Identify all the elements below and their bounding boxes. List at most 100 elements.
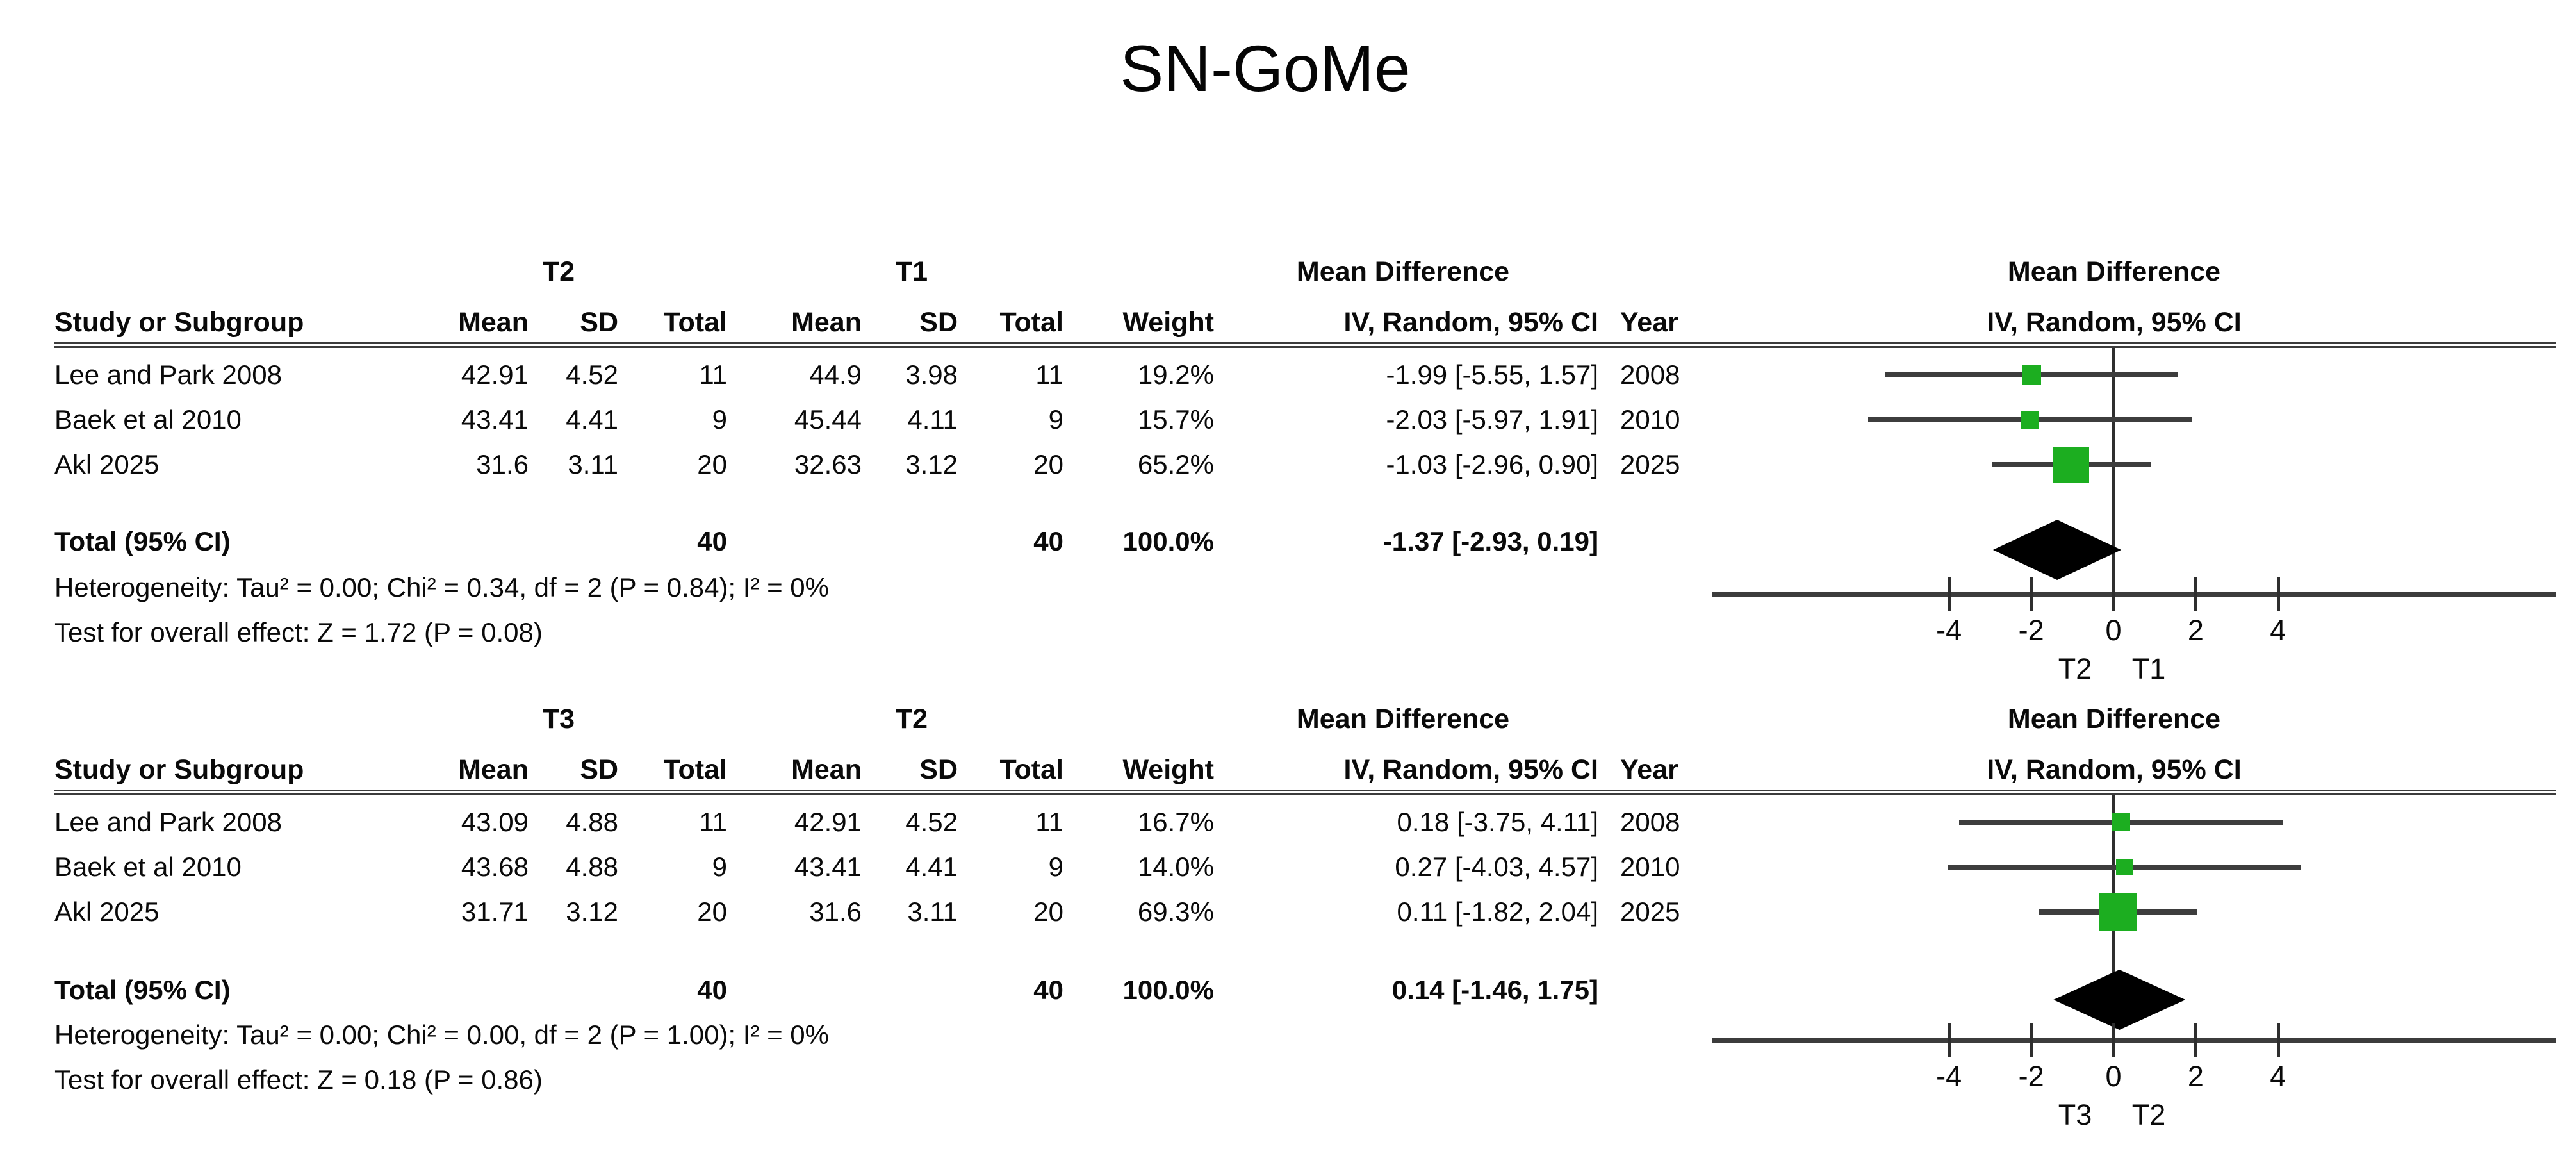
total2: 9 xyxy=(1048,852,1063,882)
mean1: 43.09 xyxy=(461,807,529,837)
col-sd: SD xyxy=(919,754,958,785)
mean2: 45.44 xyxy=(794,404,862,435)
year: 2008 xyxy=(1620,807,1680,837)
study-row: Akl 2025 31.6 3.11 20 32.63 3.12 20 65.2… xyxy=(54,449,1694,481)
axis-tick-label: -2 xyxy=(2018,614,2044,647)
year: 2025 xyxy=(1620,897,1680,927)
mean2: 31.6 xyxy=(809,897,862,927)
total-ci-text: -1.37 [-2.93, 0.19] xyxy=(1382,526,1598,556)
col-mean: Mean xyxy=(458,307,529,338)
total-weight: 100.0% xyxy=(1122,975,1214,1005)
header-rule xyxy=(54,342,2556,348)
table-effect-header: Mean Difference xyxy=(1296,704,1510,734)
ci-text: -1.99 [-5.55, 1.57] xyxy=(1386,360,1598,390)
col-study: Study or Subgroup xyxy=(54,754,304,785)
mean1: 31.6 xyxy=(476,449,529,479)
comparison-label-right: T1 xyxy=(2131,652,2166,685)
ci-line xyxy=(2039,909,2197,915)
weight: 15.7% xyxy=(1137,404,1214,435)
axis-tick xyxy=(2112,1023,2115,1057)
mean1: 31.71 xyxy=(461,897,529,927)
col-ci: IV, Random, 95% CI xyxy=(1343,754,1598,785)
sd1: 3.12 xyxy=(566,897,618,927)
sd1: 4.52 xyxy=(566,360,618,390)
study-row: Akl 2025 31.71 3.12 20 31.6 3.11 20 69.3… xyxy=(54,896,1694,928)
overall-effect-text: Test for overall effect: Z = 0.18 (P = 0… xyxy=(54,1064,543,1095)
plot-effect-header: Mean Difference xyxy=(2007,256,2221,287)
sd1: 3.11 xyxy=(568,449,618,479)
total-n1: 40 xyxy=(697,526,727,556)
col-weight: Weight xyxy=(1122,307,1214,338)
mean2: 32.63 xyxy=(794,449,862,479)
sd2: 4.11 xyxy=(907,404,958,435)
total-n2: 40 xyxy=(1033,975,1063,1005)
col-mean: Mean xyxy=(458,754,529,785)
heterogeneity-text: Heterogeneity: Tau² = 0.00; Chi² = 0.34,… xyxy=(54,572,829,602)
figure-title: SN-GoMe xyxy=(1120,32,1411,105)
axis-tick-label: 4 xyxy=(2270,1060,2286,1093)
zero-line xyxy=(2112,348,2115,596)
total-ci-text: 0.14 [-1.46, 1.75] xyxy=(1391,975,1598,1005)
column-header-row: Study or Subgroup Mean SD Total Mean SD … xyxy=(54,754,1694,786)
effect-square xyxy=(2021,411,2039,429)
total2: 20 xyxy=(1033,449,1063,479)
axis-tick xyxy=(2276,1023,2280,1057)
axis-tick xyxy=(2112,577,2115,611)
axis-tick xyxy=(1948,577,1951,611)
year: 2025 xyxy=(1620,449,1680,479)
sd1: 4.41 xyxy=(566,404,618,435)
axis-tick-label: -2 xyxy=(2018,1060,2044,1093)
col-weight: Weight xyxy=(1122,754,1214,785)
column-header-row: Study or Subgroup Mean SD Total Mean SD … xyxy=(54,306,1694,338)
col-mean: Mean xyxy=(791,754,862,785)
total1: 9 xyxy=(712,404,727,435)
total-label: Total (95% CI) xyxy=(54,526,231,556)
sd1: 4.88 xyxy=(566,852,618,882)
study-name: Lee and Park 2008 xyxy=(54,360,282,390)
overall-effect-text: Test for overall effect: Z = 1.72 (P = 0… xyxy=(54,617,543,647)
total-n2: 40 xyxy=(1033,526,1063,556)
year: 2008 xyxy=(1620,360,1680,390)
axis-tick-label: 2 xyxy=(2187,1060,2204,1093)
ci-text: 0.18 [-3.75, 4.11] xyxy=(1397,807,1598,837)
plot-effect-subheader: IV, Random, 95% CI xyxy=(1987,754,2242,785)
axis-tick-label: 2 xyxy=(2187,614,2204,647)
weight: 65.2% xyxy=(1137,449,1214,479)
zero-line xyxy=(2112,795,2115,1042)
total1: 9 xyxy=(712,852,727,882)
weight: 69.3% xyxy=(1137,897,1214,927)
axis-line xyxy=(1712,592,2556,597)
axis-tick-label: -4 xyxy=(1936,614,1962,647)
total1: 11 xyxy=(699,807,727,837)
col-total: Total xyxy=(999,307,1063,338)
effect-square xyxy=(2022,365,2042,385)
study-name: Akl 2025 xyxy=(54,897,160,927)
total-label: Total (95% CI) xyxy=(54,975,231,1005)
mean1: 43.68 xyxy=(461,852,529,882)
total2: 20 xyxy=(1033,897,1063,927)
col-study: Study or Subgroup xyxy=(54,307,304,338)
col-total: Total xyxy=(663,754,727,785)
ci-line xyxy=(1948,865,2302,870)
col-year: Year xyxy=(1620,307,1678,338)
effect-square xyxy=(2053,446,2090,483)
total1: 20 xyxy=(697,897,727,927)
study-name: Akl 2025 xyxy=(54,449,160,479)
total1: 20 xyxy=(697,449,727,479)
axis-tick xyxy=(2030,1023,2033,1057)
ci-line xyxy=(1991,462,2151,467)
mean2: 44.9 xyxy=(809,360,862,390)
study-row: Baek et al 2010 43.41 4.41 9 45.44 4.11 … xyxy=(54,404,1694,436)
axis-tick xyxy=(2276,577,2280,611)
col-ci: IV, Random, 95% CI xyxy=(1343,307,1598,338)
study-name: Lee and Park 2008 xyxy=(54,807,282,837)
axis-tick-label: 4 xyxy=(2270,614,2286,647)
col-total: Total xyxy=(999,754,1063,785)
study-name: Baek et al 2010 xyxy=(54,852,242,882)
total-row: Total (95% CI) 40 40 100.0% 0.14 [-1.46,… xyxy=(54,974,1694,1006)
header-rule xyxy=(54,790,2556,795)
sd1: 4.88 xyxy=(566,807,618,837)
mean2: 42.91 xyxy=(794,807,862,837)
comparison-label-right: T2 xyxy=(2131,1098,2166,1131)
